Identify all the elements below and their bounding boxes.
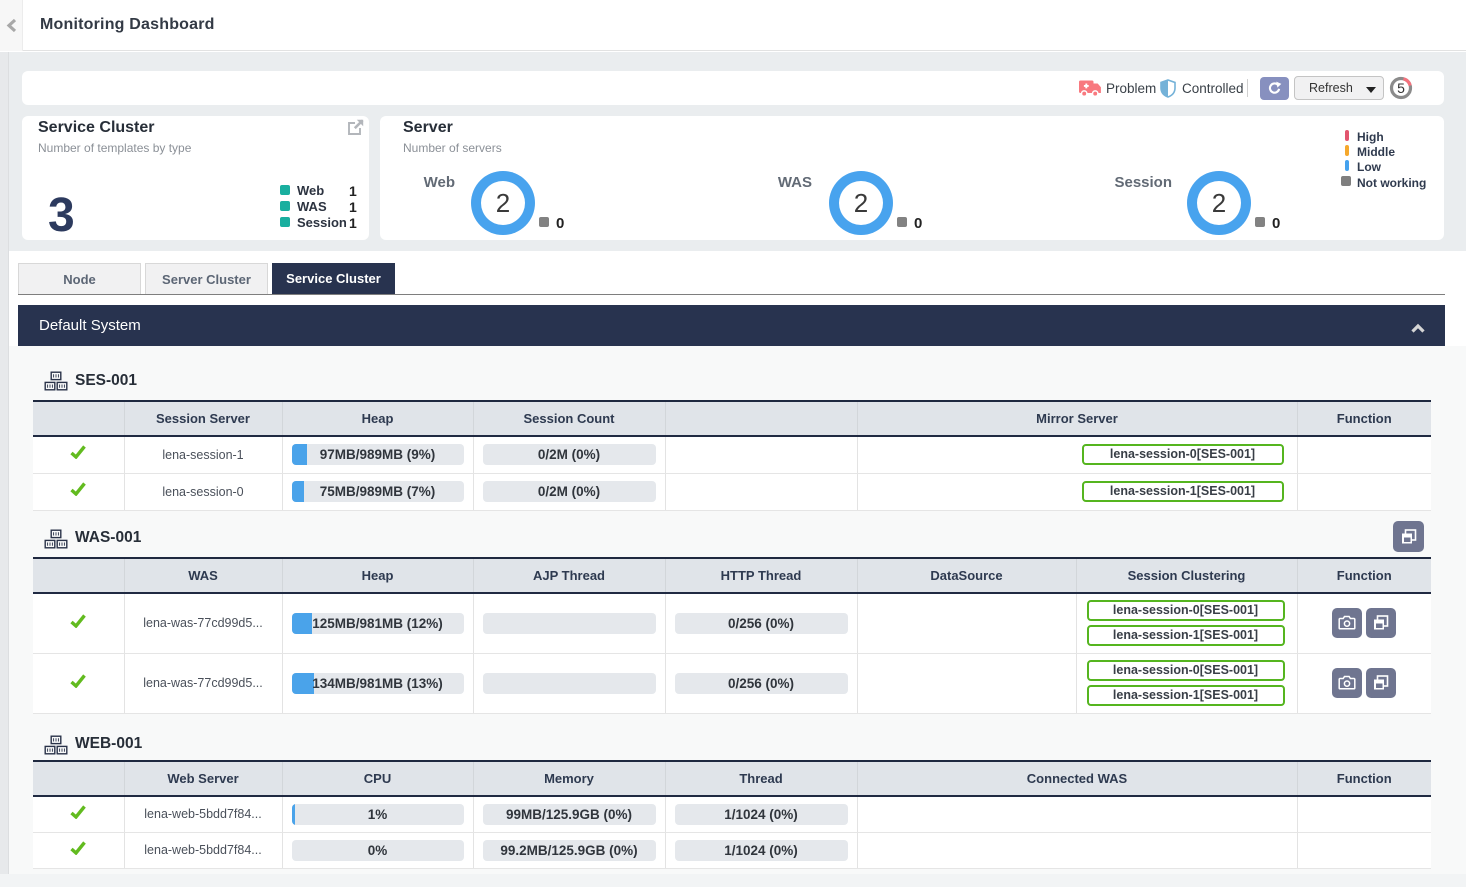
svg-text:5: 5: [1397, 80, 1405, 96]
